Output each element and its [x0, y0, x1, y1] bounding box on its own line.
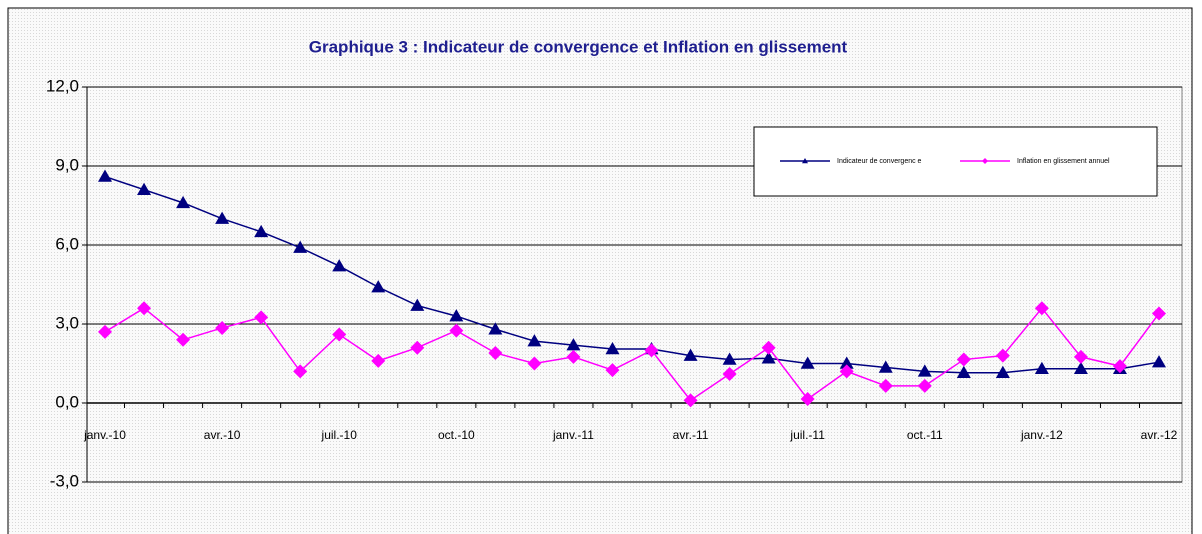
x-tick-label: juil.-11 — [789, 428, 825, 442]
y-tick-label: 0,0 — [55, 392, 79, 411]
diamond-marker — [995, 348, 1010, 363]
triangle-marker — [800, 356, 815, 369]
x-tick-label: oct.-11 — [907, 428, 943, 442]
y-tick-label: 6,0 — [55, 234, 79, 253]
diamond-marker — [410, 340, 425, 355]
triangle-marker — [332, 259, 347, 272]
triangle-marker — [956, 365, 971, 378]
y-tick-label: 9,0 — [55, 155, 79, 174]
triangle-marker — [254, 224, 269, 238]
x-tick-label: avr.-12 — [1141, 428, 1178, 442]
diamond-marker — [982, 158, 988, 164]
diamond-marker — [215, 320, 230, 335]
triangle-marker — [371, 280, 386, 293]
triangle-marker — [605, 342, 620, 355]
diamond-marker — [254, 310, 269, 325]
triangle-marker — [839, 356, 854, 369]
diamond-marker — [488, 345, 503, 360]
triangle-marker — [98, 169, 112, 182]
diamond-marker — [527, 356, 542, 371]
y-tick-label: 12,0 — [46, 76, 79, 95]
diamond-marker — [917, 378, 932, 393]
triangle-marker — [293, 240, 308, 253]
x-tick-label: avr.-10 — [204, 428, 241, 442]
triangle-marker — [761, 351, 776, 364]
x-tick-label: janv.-12 — [1020, 428, 1063, 442]
triangle-marker — [527, 334, 542, 347]
diamond-marker — [1152, 306, 1166, 321]
diamond-marker — [98, 324, 112, 339]
diamond-marker — [800, 392, 815, 407]
triangle-marker — [722, 352, 737, 365]
diamond-marker — [332, 327, 347, 342]
triangle-marker — [917, 364, 932, 377]
triangle-marker — [449, 309, 464, 322]
triangle-marker — [802, 158, 808, 164]
y-tick-label: -3,0 — [50, 471, 79, 490]
series-line — [104, 175, 1160, 374]
diamond-marker — [371, 353, 386, 368]
diamond-marker — [566, 349, 581, 364]
diamond-marker — [1112, 359, 1127, 374]
x-tick-label: janv.-10 — [83, 428, 126, 442]
diamond-marker — [956, 352, 971, 367]
series-line — [104, 307, 1160, 402]
diamond-marker — [293, 364, 308, 379]
x-tick-label: juil.-10 — [321, 428, 358, 442]
triangle-marker — [566, 338, 581, 351]
diamond-marker — [761, 340, 776, 355]
triangle-marker — [995, 365, 1010, 378]
diamond-marker — [1034, 301, 1049, 316]
triangle-marker — [878, 360, 893, 373]
diamond-marker — [1073, 349, 1088, 364]
chart-background — [7, 7, 1193, 534]
x-tick-label: avr.-11 — [673, 428, 709, 442]
triangle-marker — [215, 211, 230, 224]
legend-label: Inflation en glissement annuel — [1017, 158, 1110, 165]
triangle-marker — [1034, 361, 1049, 375]
diamond-marker — [605, 363, 620, 378]
triangle-marker — [410, 298, 425, 311]
y-tick-label: 3,0 — [55, 313, 79, 332]
diamond-marker — [683, 393, 698, 408]
x-tick-label: oct.-10 — [438, 428, 475, 442]
triangle-marker — [137, 182, 152, 195]
diamond-marker — [722, 367, 737, 382]
chart-title: Graphique 3 : Indicateur de convergence … — [309, 37, 848, 56]
diamond-marker — [878, 378, 893, 393]
triangle-marker — [1152, 355, 1166, 368]
diamond-marker — [176, 332, 191, 347]
diamond-marker — [137, 301, 152, 316]
diamond-marker — [839, 364, 854, 379]
triangle-marker — [1073, 361, 1088, 375]
triangle-marker — [683, 348, 698, 361]
x-tick-label: janv.-11 — [552, 428, 594, 442]
diamond-marker — [644, 343, 659, 358]
triangle-marker — [488, 322, 503, 335]
plot-series — [98, 169, 1166, 408]
diamond-marker — [449, 323, 464, 338]
legend-label: Indicateur de convergenc e — [837, 158, 922, 165]
triangle-marker — [176, 195, 191, 209]
